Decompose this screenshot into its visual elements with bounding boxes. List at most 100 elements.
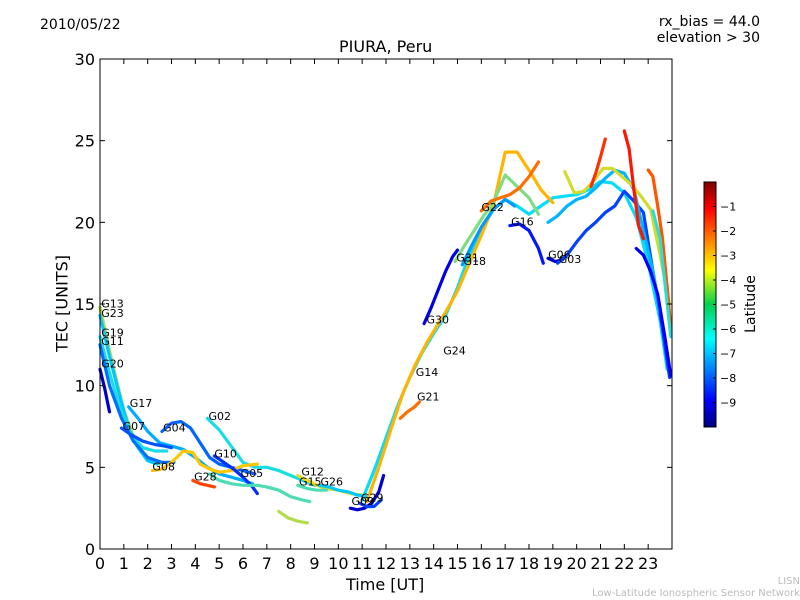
satellite-label-G12: G12 <box>301 466 324 479</box>
footer-network: Low-Latitude Ionospheric Sensor Network <box>592 588 800 599</box>
x-tick-label: 21 <box>590 554 610 573</box>
x-axis-label: Time [UT] <box>346 575 425 594</box>
satellite-label-G02: G02 <box>208 410 231 423</box>
colorbar-tick-label: −9 <box>720 397 736 410</box>
y-tick-label: 15 <box>75 295 95 314</box>
satellite-label-G14: G14 <box>416 366 439 379</box>
series-G26 <box>317 483 369 499</box>
y-tick-label: 0 <box>85 540 95 559</box>
colorbar-tick-label: −3 <box>720 250 736 263</box>
satellite-label-G18: G18 <box>463 255 486 268</box>
elevation-label: elevation > 30 <box>656 30 760 46</box>
x-tick-label: 12 <box>376 554 396 573</box>
rx-bias-label: rx_bias = 44.0 <box>658 14 760 30</box>
x-tick-label: 9 <box>309 554 319 573</box>
satellite-label-G29: G29 <box>361 492 384 505</box>
series-G30 <box>422 248 460 326</box>
x-tick-label: 1 <box>119 554 129 573</box>
satellite-label-G07: G07 <box>123 420 146 433</box>
series-G32 <box>546 168 662 314</box>
satellite-label-G11: G11 <box>101 335 124 348</box>
colorbar-tick-label: −5 <box>720 299 736 312</box>
series-G11 <box>98 343 176 464</box>
satellite-label-G13: G13 <box>101 297 124 310</box>
x-tick-label: 10 <box>328 554 348 573</box>
x-tick-label: 16 <box>471 554 491 573</box>
y-tick-label: 20 <box>75 213 95 232</box>
series-G28 <box>191 478 216 489</box>
series-G21 <box>398 400 421 420</box>
series-G24 <box>365 150 555 504</box>
x-tick-label: 19 <box>543 554 563 573</box>
series-G27 <box>589 137 607 188</box>
series-G25 <box>563 166 672 306</box>
x-tick-label: 8 <box>286 554 296 573</box>
y-tick-label: 30 <box>75 50 95 69</box>
x-tick-label: 20 <box>566 554 586 573</box>
satellite-label-G20: G20 <box>101 358 124 371</box>
colorbar-tick-label: −7 <box>720 348 736 361</box>
x-tick-label: 7 <box>262 554 272 573</box>
series-G34 <box>634 246 673 378</box>
series-G10 <box>212 454 259 496</box>
series-G02 <box>205 416 317 487</box>
series-G07 <box>119 426 174 450</box>
x-tick-label: 17 <box>495 554 515 573</box>
x-tick-label: 2 <box>143 554 153 573</box>
satellite-label-G28: G28 <box>194 470 217 483</box>
footer-lisn: LISN <box>777 576 800 587</box>
series-G01 <box>622 129 645 241</box>
series-G05 <box>208 472 312 504</box>
satellite-label-G31: G31 <box>456 252 479 265</box>
series-G17 <box>127 405 255 486</box>
series-G18 <box>460 197 517 267</box>
satellite-label-G10: G10 <box>214 448 237 461</box>
satellite-label-G23: G23 <box>101 307 124 320</box>
satellite-label-G09: G09 <box>351 495 374 508</box>
series-G16 <box>508 222 545 265</box>
satellite-label-G21: G21 <box>417 390 440 403</box>
x-tick-label: 15 <box>447 554 467 573</box>
satellite-label-G17: G17 <box>130 397 153 410</box>
series-G22 <box>479 160 541 213</box>
series-G33 <box>646 168 673 331</box>
colorbar-tick-label: −8 <box>720 372 736 385</box>
x-tick-label: 3 <box>166 554 176 573</box>
satellite-label-G19: G19 <box>101 327 124 340</box>
x-tick-label: 14 <box>423 554 443 573</box>
satellite-label-G03: G03 <box>559 253 582 266</box>
satellite-label-G22: G22 <box>481 201 504 214</box>
x-tick-label: 6 <box>238 554 248 573</box>
satellite-label-G15: G15 <box>299 475 322 488</box>
x-tick-label: 11 <box>352 554 372 573</box>
satellite-label-G06: G06 <box>548 248 571 261</box>
y-tick-label: 5 <box>85 458 95 477</box>
series-G29 <box>358 498 383 509</box>
series-G15 <box>296 483 328 492</box>
x-tick-label: 13 <box>400 554 420 573</box>
plot-frame <box>99 58 673 550</box>
colorbar-tick-label: −6 <box>720 323 736 336</box>
satellite-label-G24: G24 <box>443 345 466 358</box>
x-tick-label: 0 <box>95 554 105 573</box>
colorbar-tick-label: −1 <box>720 201 736 214</box>
date-label: 2010/05/22 <box>40 17 121 33</box>
chart-title: PIURA, Peru <box>339 37 433 56</box>
y-tick-label: 10 <box>75 377 95 396</box>
satellite-label-G30: G30 <box>427 314 450 327</box>
x-tick-label: 22 <box>614 554 634 573</box>
satellite-label-G16: G16 <box>511 216 534 229</box>
x-tick-label: 4 <box>190 554 200 573</box>
colorbar-tick-label: −4 <box>720 274 736 287</box>
y-tick-label: 25 <box>75 132 95 151</box>
series-Glate <box>277 509 309 525</box>
colorbar-tick-label: −2 <box>720 225 736 238</box>
series-G20 <box>98 367 112 414</box>
x-tick-label: 23 <box>638 554 658 573</box>
satellite-label-G08: G08 <box>152 461 175 474</box>
series-G35 <box>651 209 673 339</box>
satellite-label-G05: G05 <box>241 467 264 480</box>
satellite-label-G26: G26 <box>320 475 343 488</box>
x-tick-label: 5 <box>214 554 224 573</box>
